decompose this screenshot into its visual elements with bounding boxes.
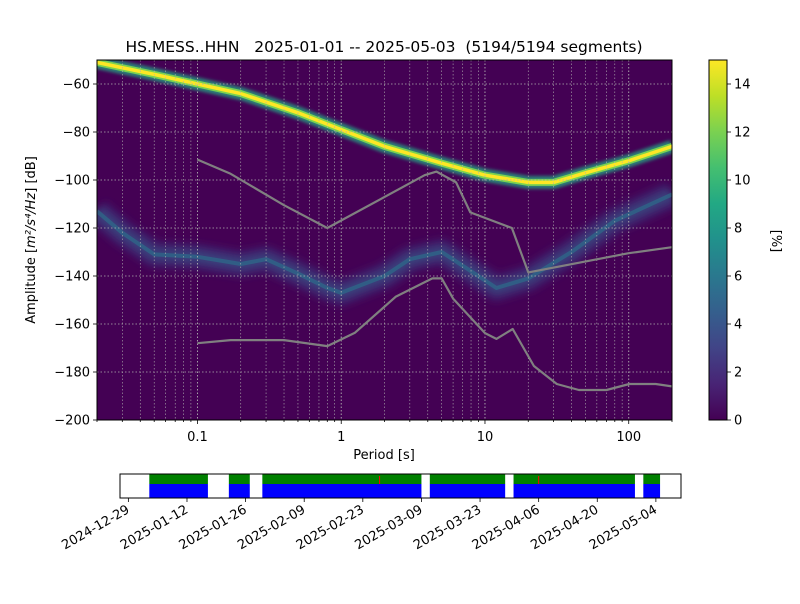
timeline-ticks: 2024-12-292025-01-122025-01-262025-02-09… <box>59 498 660 553</box>
availability-bar-top <box>429 474 506 484</box>
colorbar-tick-label: 10 <box>734 174 751 189</box>
availability-bar-top <box>643 474 661 484</box>
colorbar-tick-label: 6 <box>734 270 742 285</box>
y-tick-label: −200 <box>54 414 90 429</box>
colorbar <box>708 59 728 421</box>
colorbar-ticks: 0 2 4 6 8 10 12 14 <box>727 78 751 429</box>
colorbar-tick-label: 8 <box>734 222 742 237</box>
y-tick-label: −120 <box>54 222 90 237</box>
x-tick-label: 0.1 <box>187 430 208 445</box>
availability-bar-bottom <box>228 484 250 498</box>
y-axis-label: Amplitude [m²/s⁴/Hz] [dB] <box>24 156 39 324</box>
x-tick-label: 1 <box>337 430 345 445</box>
timeline-bars <box>149 474 661 498</box>
y-tick-label: −160 <box>54 318 90 333</box>
grid <box>97 60 672 420</box>
x-tick-label: 100 <box>616 430 641 445</box>
y-tick-label: −180 <box>54 366 90 381</box>
availability-bar-top <box>149 474 208 484</box>
y-tick-label: −100 <box>54 174 90 189</box>
y-tick-label: −80 <box>63 126 90 141</box>
high-noise-model-curve <box>197 158 672 274</box>
colorbar-tick-label: 12 <box>734 126 751 141</box>
x-tick-label: 10 <box>477 430 494 445</box>
y-axis-label-prefix: Amplitude [ <box>24 248 39 324</box>
y-tick-label: −140 <box>54 270 90 285</box>
availability-bar-top <box>513 474 635 484</box>
low-band-peak <box>97 192 672 295</box>
y-tick-label: −60 <box>63 78 90 93</box>
low-noise-model-curve <box>197 277 672 392</box>
colorbar-tick-label: 14 <box>734 78 751 93</box>
availability-bar-top <box>262 474 422 484</box>
x-axis-label: Period [s] <box>353 448 415 463</box>
colorbar-tick-label: 2 <box>734 366 742 381</box>
colorbar-tick-label: 0 <box>734 414 742 429</box>
availability-bar-bottom <box>429 484 506 498</box>
availability-bar-bottom <box>643 484 661 498</box>
timeline-frame <box>119 473 682 499</box>
chart-title: HS.MESS..HHN 2025-01-01 -- 2025-05-03 (5… <box>125 38 642 56</box>
colorbar-tick-label: 4 <box>734 318 742 333</box>
y-axis-label-suffix: ] [dB] <box>24 156 39 193</box>
y-axis-label-units: m²/s⁴/Hz <box>24 192 39 248</box>
availability-bar-top <box>228 474 250 484</box>
colorbar-label: [%] <box>768 230 783 253</box>
availability-bar-bottom <box>149 484 208 498</box>
availability-bar-bottom <box>262 484 422 498</box>
availability-bar-bottom <box>513 484 635 498</box>
main-band-peak <box>97 60 672 185</box>
plot-area <box>97 60 672 420</box>
axis-ticks: 0.1 1 10 100 −200 −180 −160 −140 −120 −100 −80 −60 <box>54 78 673 445</box>
